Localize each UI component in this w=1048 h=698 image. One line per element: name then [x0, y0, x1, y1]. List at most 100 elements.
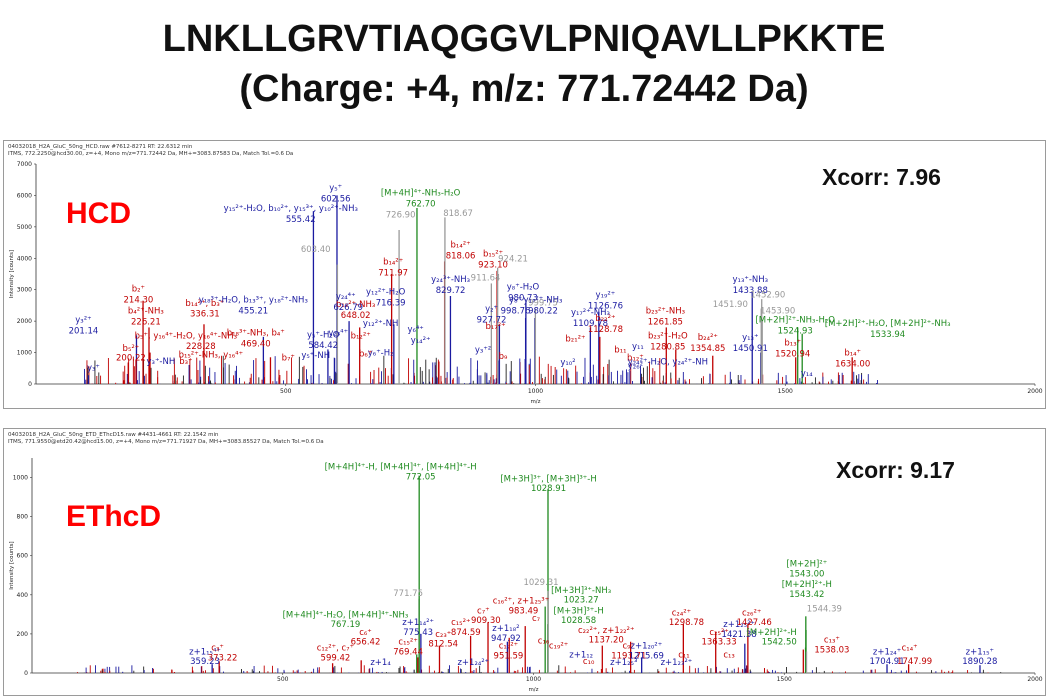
hcd-peak-label: y₂₄³⁺-NH₃: [431, 275, 470, 285]
hcd-peak-label: 829.72: [436, 286, 466, 296]
ethcd-spectrum-chart: 04032018_H2A_GluC_50ng_ETD_EThcD15.raw #…: [8, 432, 1043, 693]
hcd-peak-label: y₂₆²: [628, 361, 643, 371]
ethcd-y-tick-label: 400: [17, 592, 29, 599]
hcd-y-tick-label: 1000: [17, 350, 32, 357]
ethcd-peak-label: c₂₅²⁺: [709, 628, 728, 638]
ethcd-peak-label: 1363.33: [701, 638, 736, 648]
ethcd-peak-label: 769.44: [393, 647, 423, 657]
ethcd-peak-label: 1543.42: [789, 590, 824, 600]
hcd-peak-label: 214.30: [124, 295, 154, 305]
ethcd-peak-label: 599.42: [321, 653, 351, 663]
slide-title-line1: LNKLLGRVTIAQGGVLPNIQAVLLPKKTE: [162, 18, 886, 60]
hcd-peak-label: y₁₇²⁺-NH₃: [524, 295, 563, 305]
hcd-peak-label: y₃⁺-NH: [147, 357, 176, 367]
hcd-peak-label: b₁₂⁺: [627, 353, 644, 363]
ethcd-peak-label: c₂₂²⁺, z+1₂₂²⁺: [578, 626, 635, 636]
hcd-y-tick-label: 7000: [17, 161, 32, 168]
hcd-peak-label: b₁₅²⁺-NH₃, y₁₆⁴⁺: [179, 350, 243, 360]
ethcd-peak-label: [M+3H]³⁺, [M+3H]³⁺-H: [500, 474, 596, 484]
hcd-peak-label: y₁₀²: [560, 358, 575, 368]
hcd-peak-label: b₁₅²⁺: [483, 250, 503, 260]
hcd-peak-label: 762.70: [406, 199, 436, 209]
hcd-peak-label: b₁₃⁺: [784, 338, 801, 348]
ethcd-peak-label: z+1₂₅²⁺: [723, 620, 755, 630]
ethcd-peak-label: c₁₁: [678, 650, 690, 660]
ethcd-y-tick-label: 1000: [13, 475, 28, 482]
ethcd-peak-label: c₃⁺: [211, 644, 224, 654]
hcd-peak-label: 1634.00: [835, 360, 870, 370]
hcd-peak-label: y₁₂²⁺-H₂O: [366, 287, 406, 297]
hcd-peak-label: 818.06: [446, 251, 476, 261]
hcd-peak-label: b₁₇²⁺: [485, 322, 505, 332]
hcd-peak-label: 455.21: [238, 306, 268, 316]
hcd-peak-label: y₁₂²⁺-NH: [363, 319, 399, 329]
ethcd-peak-label: 767.19: [331, 620, 361, 630]
ethcd-peak-label: [M+2H]²⁺: [786, 559, 827, 569]
ethcd-peak-label: [M+4H]⁴⁺-H₂O, [M+4H]⁴⁺-NH₃: [283, 610, 409, 620]
hcd-header-line: ITMS, 772.2250@hcd30.00, z=+4, Mono m/z=…: [8, 151, 293, 157]
ethcd-y-tick-label: 200: [17, 631, 29, 638]
hcd-peak-label: y₁₁: [632, 342, 644, 352]
hcd-peak-label: b₆⁺: [359, 349, 372, 359]
hcd-peak-label: 1280.85: [650, 342, 685, 352]
hcd-peak-label: b₁₄²⁺: [383, 258, 403, 268]
hcd-x-tick-label: 2000: [1027, 388, 1042, 395]
hcd-peak-label: b₁₃²⁺-NH₃: [336, 300, 375, 310]
hcd-peak-label: y₃⁺: [87, 363, 100, 373]
hcd-header-line: 04032018_H2A_GluC_50ng_HCD.raw #7612-827…: [8, 144, 193, 150]
ethcd-peak-label: c₁₂²⁺, c₇⁺: [317, 644, 354, 654]
hcd-peak-label: y₅⁺-NH: [301, 351, 330, 361]
ethcd-peak-label: 1028.91: [531, 484, 566, 494]
hcd-peak-label: b₅²⁺: [123, 344, 140, 354]
hcd-x-tick-label: 1500: [778, 388, 793, 395]
ethcd-peak-label: 1023.27: [564, 596, 599, 606]
ethcd-peak-label: z+1₂₃²⁺: [661, 658, 693, 668]
ethcd-peak-label: 1193.71: [611, 651, 646, 661]
hcd-peak-label: y₈⁺: [509, 295, 522, 305]
hcd-peak-label: 927.72: [477, 316, 507, 326]
hcd-peak-label: y₂₄²⁺-H₂O, y₂₄²⁺-NH: [628, 358, 708, 368]
hcd-peak-label: b₂⁺: [132, 284, 145, 294]
ethcd-x-tick-label: 1000: [526, 676, 541, 683]
ethcd-peak-label: 656.42: [351, 638, 381, 648]
ethcd-peak-label: [M+2H]²⁺-H: [782, 580, 832, 590]
hcd-method-label: HCD: [66, 197, 131, 230]
ethcd-peak-label: 874.59: [451, 628, 481, 638]
ethcd-peak-label: c₁₉²⁺: [549, 642, 568, 652]
hcd-peak-label: 1433.88: [733, 286, 768, 296]
hcd-peak-label: b₉: [499, 352, 508, 362]
hcd-peak-label: 1524.93: [778, 327, 813, 337]
ethcd-y-tick-label: 0: [24, 670, 28, 677]
hcd-y-tick-label: 3000: [17, 287, 32, 294]
ethcd-peak-label: 775.43: [403, 628, 433, 638]
ethcd-y-tick-label: 600: [17, 553, 29, 560]
hcd-peak-label: 998.76: [501, 306, 531, 316]
hcd-x-axis-title: m/z: [530, 399, 540, 405]
hcd-peak-label: 980.22: [528, 306, 558, 316]
ethcd-peak-label: z+1₁₂: [569, 650, 593, 660]
hcd-peak-label: b₂₄²⁺: [698, 333, 718, 343]
hcd-peak-label: 999.75: [528, 298, 558, 308]
hcd-peak-label: 1533.94: [870, 330, 905, 340]
ethcd-peak-label: 983.49: [509, 606, 539, 616]
hcd-peak-label: y₁₄²⁺: [411, 336, 431, 346]
hcd-peak-label: y₂₃⁴⁺: [328, 328, 348, 338]
ethcd-peak-label: 951.59: [494, 651, 524, 661]
ethcd-peak-label: [M+2H]²⁺-H: [747, 628, 797, 638]
ethcd-peak-label: z+1₁₅⁴⁺: [189, 647, 221, 657]
hcd-peak-label: y₃²⁺: [75, 316, 91, 326]
hcd-peak-label: 469.40: [241, 339, 271, 349]
hcd-peak-label: b₁₂²⁺: [351, 331, 371, 341]
hcd-peak-label: 1109.78: [573, 319, 608, 329]
ethcd-y-tick-label: 800: [17, 514, 29, 521]
hcd-peak-label: y₁₅²⁺-H₂O, b₁₀²⁺, y₁₅³⁺, y₁₀²⁺-NH₃: [224, 204, 358, 214]
hcd-peak-label: y₈⁺-H₂O: [507, 283, 540, 293]
hcd-peak-label: y₆⁴⁺: [407, 325, 423, 335]
ethcd-peak-label: [M+3H]³⁺-H: [554, 606, 604, 616]
hcd-y-tick-label: 2000: [17, 318, 32, 325]
hcd-peak-label: 336.31: [190, 309, 220, 319]
hcd-peak-label: 602.56: [321, 195, 351, 205]
ethcd-xcorr-label: Xcorr: 9.17: [836, 457, 955, 483]
ethcd-peak-label: z+1₄: [370, 658, 391, 668]
ethcd-peak-label: c₁₃: [723, 650, 735, 660]
